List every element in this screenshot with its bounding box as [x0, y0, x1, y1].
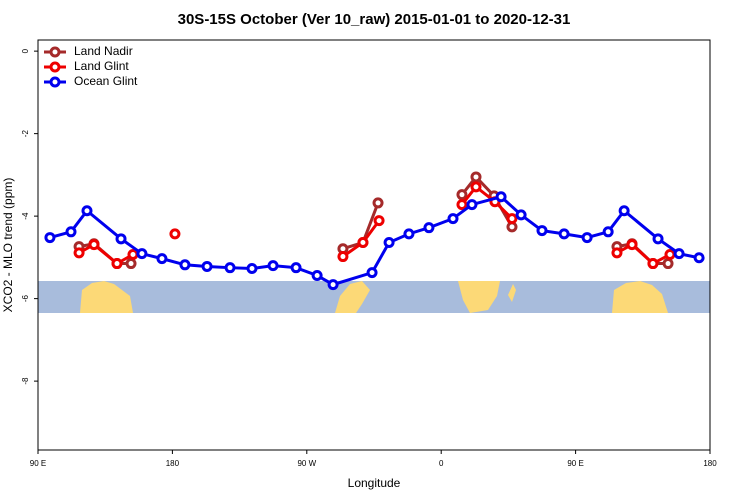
y-tick-label: -4: [21, 212, 30, 220]
data-point: [136, 248, 148, 260]
data-point: [456, 189, 468, 201]
data-point: [373, 215, 385, 227]
legend-marker: [49, 76, 61, 88]
data-point: [73, 247, 85, 259]
data-point: [337, 251, 349, 263]
data-point: [495, 191, 507, 203]
y-tick-label: -8: [21, 377, 30, 385]
data-point: [115, 233, 127, 245]
data-point: [626, 239, 638, 251]
data-point: [246, 263, 258, 275]
data-point: [81, 205, 93, 217]
legend-label: Land Nadir: [74, 44, 133, 58]
data-point: [372, 197, 384, 209]
data-point: [111, 258, 123, 270]
x-tick-label: 90 E: [567, 459, 583, 468]
map-strip: [38, 281, 710, 313]
data-point: [456, 199, 468, 211]
y-tick-label: -2: [21, 130, 30, 138]
x-tick-label: 180: [166, 459, 180, 468]
x-tick-label: 90 E: [30, 459, 46, 468]
data-point: [366, 267, 378, 279]
data-point: [581, 232, 593, 244]
plot-frame: [37, 39, 711, 451]
data-point: [693, 252, 705, 264]
x-tick-label: 180: [703, 459, 717, 468]
data-point: [602, 226, 614, 238]
data-point: [662, 258, 674, 270]
data-point: [383, 237, 395, 249]
data-point: [403, 228, 415, 240]
data-point: [470, 181, 482, 193]
y-tick-label: 0: [21, 48, 30, 53]
data-point: [44, 232, 56, 244]
data-point: [290, 262, 302, 274]
data-point: [447, 213, 459, 225]
data-point: [311, 270, 323, 282]
data-point: [515, 209, 527, 221]
data-point: [558, 228, 570, 240]
series-line: [78, 174, 669, 266]
data-point: [673, 248, 685, 260]
data-point: [88, 239, 100, 251]
data-point: [647, 258, 659, 270]
y-axis-label: XCO2 - MLO trend (ppm): [1, 178, 15, 313]
data-point: [179, 259, 191, 271]
x-axis-label: Longitude: [348, 476, 401, 490]
data-point: [611, 247, 623, 259]
data-point: [466, 199, 478, 211]
data-point: [169, 228, 181, 240]
data-point: [127, 248, 139, 260]
data-point: [224, 262, 236, 274]
x-tick-label: 90 W: [297, 459, 316, 468]
data-point: [506, 213, 518, 225]
series-line: [78, 184, 671, 266]
data-point: [652, 233, 664, 245]
data-point: [267, 260, 279, 272]
data-point: [536, 225, 548, 237]
data-point: [65, 226, 77, 238]
data-point: [618, 205, 630, 217]
legend-marker: [49, 61, 61, 73]
x-tick-label: 0: [439, 459, 444, 468]
data-point: [327, 279, 339, 291]
data-point: [423, 222, 435, 234]
data-point: [357, 237, 369, 249]
data-point: [664, 248, 676, 260]
y-tick-label: -6: [21, 295, 30, 303]
data-point: [156, 253, 168, 265]
data-point: [125, 258, 137, 270]
legend-marker: [49, 46, 61, 58]
legend-label: Ocean Glint: [74, 74, 138, 88]
data-point: [470, 171, 482, 183]
data-point: [201, 260, 213, 272]
legend-label: Land Glint: [74, 59, 129, 73]
chart-title: 30S-15S October (Ver 10_raw) 2015-01-01 …: [178, 11, 571, 28]
